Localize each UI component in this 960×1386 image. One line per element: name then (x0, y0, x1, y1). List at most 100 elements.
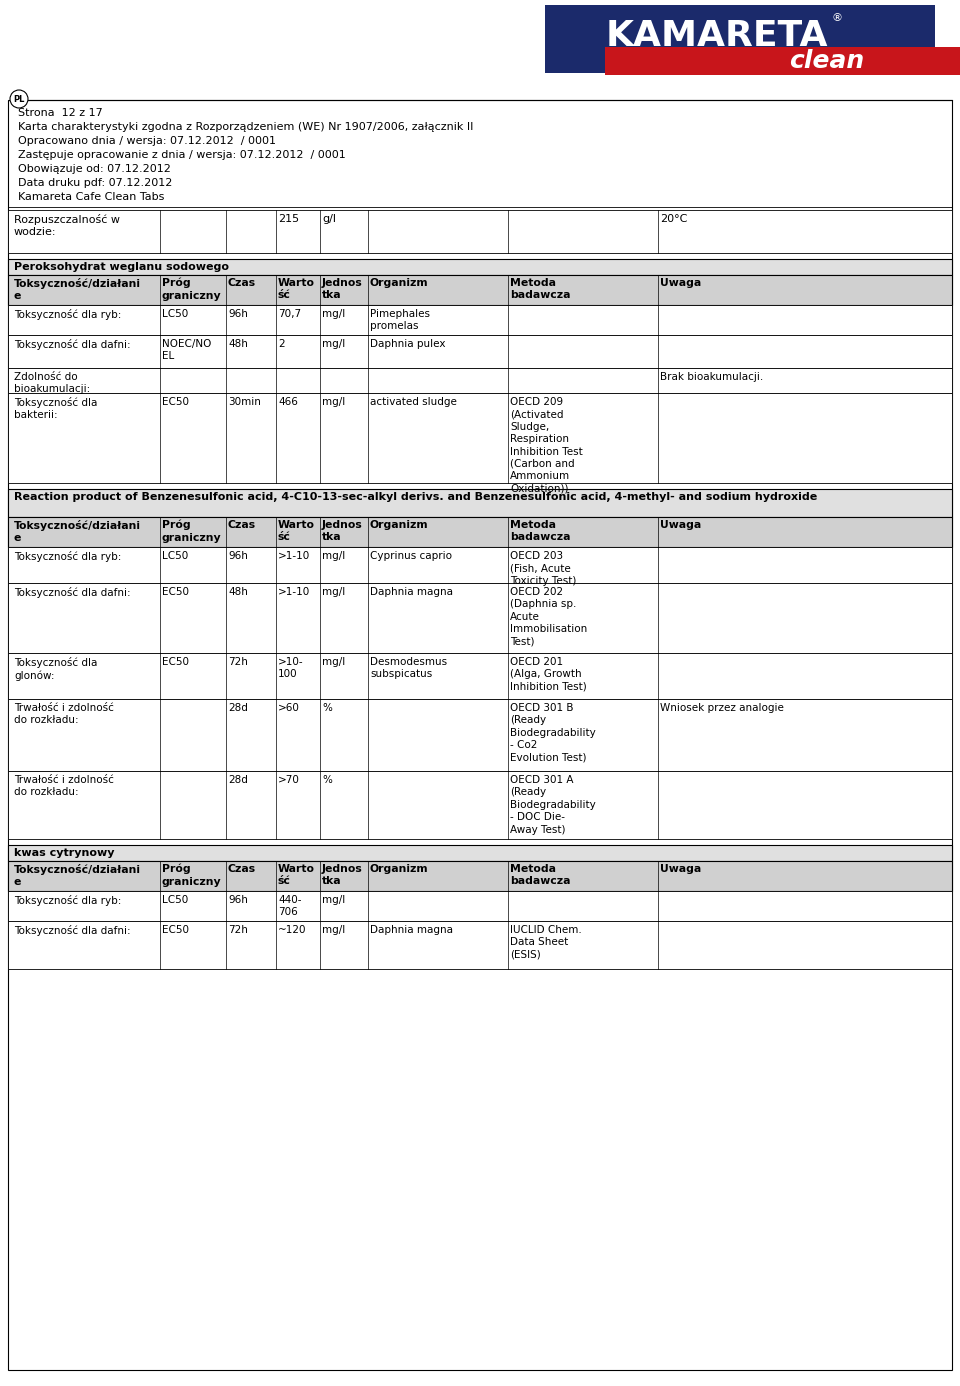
Bar (8, 845, 952, 861)
Text: Daphnia magna: Daphnia magna (370, 924, 453, 936)
Text: Trwałość i zdolność
do rozkładu:: Trwałość i zdolność do rozkładu: (14, 703, 114, 725)
Text: 20°C: 20°C (660, 213, 687, 225)
Text: Jednos
tka: Jednos tka (322, 279, 363, 301)
Text: Warto
ść: Warto ść (278, 279, 315, 301)
Bar (8, 489, 952, 517)
Text: mg/l: mg/l (322, 340, 346, 349)
Text: Próg
graniczny: Próg graniczny (162, 520, 222, 543)
Bar (545, 6, 935, 73)
Text: NOEC/NO
EL: NOEC/NO EL (162, 340, 211, 362)
Text: LC50: LC50 (162, 895, 188, 905)
Text: Reaction product of Benzenesulfonic acid, 4-C10-13-sec-alkyl derivs. and Benzene: Reaction product of Benzenesulfonic acid… (14, 492, 817, 502)
Text: EC50: EC50 (162, 396, 189, 407)
Text: mg/l: mg/l (322, 309, 346, 319)
Text: Toksyczność dla ryb:: Toksyczność dla ryb: (14, 895, 121, 906)
Text: LC50: LC50 (162, 309, 188, 319)
Text: Toksyczność/działani
e: Toksyczność/działani e (14, 520, 141, 543)
Text: OECD 202
(Daphnia sp.
Acute
Immobilisation
Test): OECD 202 (Daphnia sp. Acute Immobilisati… (510, 588, 588, 647)
Text: Zdolność do
bioakumulacji:: Zdolność do bioakumulacji: (14, 371, 90, 395)
Text: Daphnia pulex: Daphnia pulex (370, 340, 445, 349)
Text: mg/l: mg/l (322, 895, 346, 905)
Text: Uwaga: Uwaga (660, 520, 701, 529)
Text: 215: 215 (278, 213, 300, 225)
Text: Jednos
tka: Jednos tka (322, 520, 363, 542)
Bar (8, 861, 952, 891)
Text: g/l: g/l (322, 213, 336, 225)
Text: mg/l: mg/l (322, 924, 346, 936)
Text: Obowiązuje od: 07.12.2012: Obowiązuje od: 07.12.2012 (18, 164, 171, 175)
Text: OECD 209
(Activated
Sludge,
Respiration
Inhibition Test
(Carbon and
Ammonium
Oxi: OECD 209 (Activated Sludge, Respiration … (510, 396, 583, 493)
Text: %: % (322, 703, 332, 712)
Text: Toksyczność dla dafni:: Toksyczność dla dafni: (14, 924, 131, 936)
Text: mg/l: mg/l (322, 396, 346, 407)
Text: Toksyczność/działani
e: Toksyczność/działani e (14, 279, 141, 301)
Bar (8, 547, 952, 584)
Text: Brak bioakumulacji.: Brak bioakumulacji. (660, 371, 763, 383)
Text: Toksyczność/działani
e: Toksyczność/działani e (14, 863, 141, 887)
Text: Rozpuszczalność w
wodzie:: Rozpuszczalność w wodzie: (14, 213, 120, 237)
Text: Jednos
tka: Jednos tka (322, 863, 363, 887)
Text: Czas: Czas (228, 279, 256, 288)
Text: Zastępuje opracowanie z dnia / wersja: 07.12.2012  / 0001: Zastępuje opracowanie z dnia / wersja: 0… (18, 150, 346, 159)
Text: 440-
706: 440- 706 (278, 895, 301, 918)
Text: 48h: 48h (228, 588, 248, 597)
Text: 48h: 48h (228, 340, 248, 349)
Text: mg/l: mg/l (322, 552, 346, 561)
Text: 72h: 72h (228, 657, 248, 667)
Text: Czas: Czas (228, 863, 256, 875)
Text: Czas: Czas (228, 520, 256, 529)
Text: %: % (322, 775, 332, 784)
Text: Data druku pdf: 07.12.2012: Data druku pdf: 07.12.2012 (18, 177, 173, 188)
Text: 96h: 96h (228, 552, 248, 561)
Bar (8, 653, 952, 699)
Bar (8, 771, 952, 839)
Bar (8, 922, 952, 969)
Text: Toksyczność dla
bakterii:: Toksyczność dla bakterii: (14, 396, 97, 420)
Bar (8, 274, 952, 305)
Text: 72h: 72h (228, 924, 248, 936)
Text: OECD 203
(Fish, Acute
Toxicity Test): OECD 203 (Fish, Acute Toxicity Test) (510, 552, 576, 586)
Text: IUCLID Chem.
Data Sheet
(ESIS): IUCLID Chem. Data Sheet (ESIS) (510, 924, 582, 959)
Text: Organizm: Organizm (370, 863, 428, 875)
Text: Daphnia magna: Daphnia magna (370, 588, 453, 597)
Text: >10-
100: >10- 100 (278, 657, 303, 679)
Text: mg/l: mg/l (322, 588, 346, 597)
Text: Wniosek przez analogie: Wniosek przez analogie (660, 703, 784, 712)
Text: 96h: 96h (228, 309, 248, 319)
Text: Opracowano dnia / wersja: 07.12.2012  / 0001: Opracowano dnia / wersja: 07.12.2012 / 0… (18, 136, 276, 146)
Text: mg/l: mg/l (322, 657, 346, 667)
Text: Próg
graniczny: Próg graniczny (162, 279, 222, 301)
Bar (605, 47, 960, 75)
Text: Organizm: Organizm (370, 279, 428, 288)
Text: Cyprinus caprio: Cyprinus caprio (370, 552, 452, 561)
Text: >1-10: >1-10 (278, 552, 310, 561)
Bar (8, 891, 952, 922)
Bar (8, 259, 952, 274)
Bar (8, 369, 952, 394)
Text: EC50: EC50 (162, 924, 189, 936)
Text: Toksyczność dla
glonów:: Toksyczność dla glonów: (14, 657, 97, 681)
Bar (8, 394, 952, 482)
Text: activated sludge: activated sludge (370, 396, 457, 407)
Text: Trwałość i zdolność
do rozkładu:: Trwałość i zdolność do rozkładu: (14, 775, 114, 797)
Text: OECD 201
(Alga, Growth
Inhibition Test): OECD 201 (Alga, Growth Inhibition Test) (510, 657, 587, 692)
Bar (8, 584, 952, 653)
Text: Uwaga: Uwaga (660, 863, 701, 875)
Text: Próg
graniczny: Próg graniczny (162, 863, 222, 887)
Text: Toksyczność dla dafni:: Toksyczność dla dafni: (14, 340, 131, 351)
Text: Toksyczność dla ryb:: Toksyczność dla ryb: (14, 309, 121, 320)
Text: Metoda
badawcza: Metoda badawcza (510, 279, 570, 301)
Text: Kamareta Cafe Clean Tabs: Kamareta Cafe Clean Tabs (18, 193, 164, 202)
Text: 2: 2 (278, 340, 284, 349)
Bar (8, 335, 952, 369)
Text: 28d: 28d (228, 775, 248, 784)
Text: 70,7: 70,7 (278, 309, 301, 319)
Text: 28d: 28d (228, 703, 248, 712)
Text: 96h: 96h (228, 895, 248, 905)
Text: OECD 301 B
(Ready
Biodegradability
- Co2
Evolution Test): OECD 301 B (Ready Biodegradability - Co2… (510, 703, 596, 762)
Bar (8, 517, 952, 547)
Bar (8, 211, 952, 254)
Text: >70: >70 (278, 775, 300, 784)
Text: OECD 301 A
(Ready
Biodegradability
- DOC Die-
Away Test): OECD 301 A (Ready Biodegradability - DOC… (510, 775, 596, 834)
Text: EC50: EC50 (162, 588, 189, 597)
